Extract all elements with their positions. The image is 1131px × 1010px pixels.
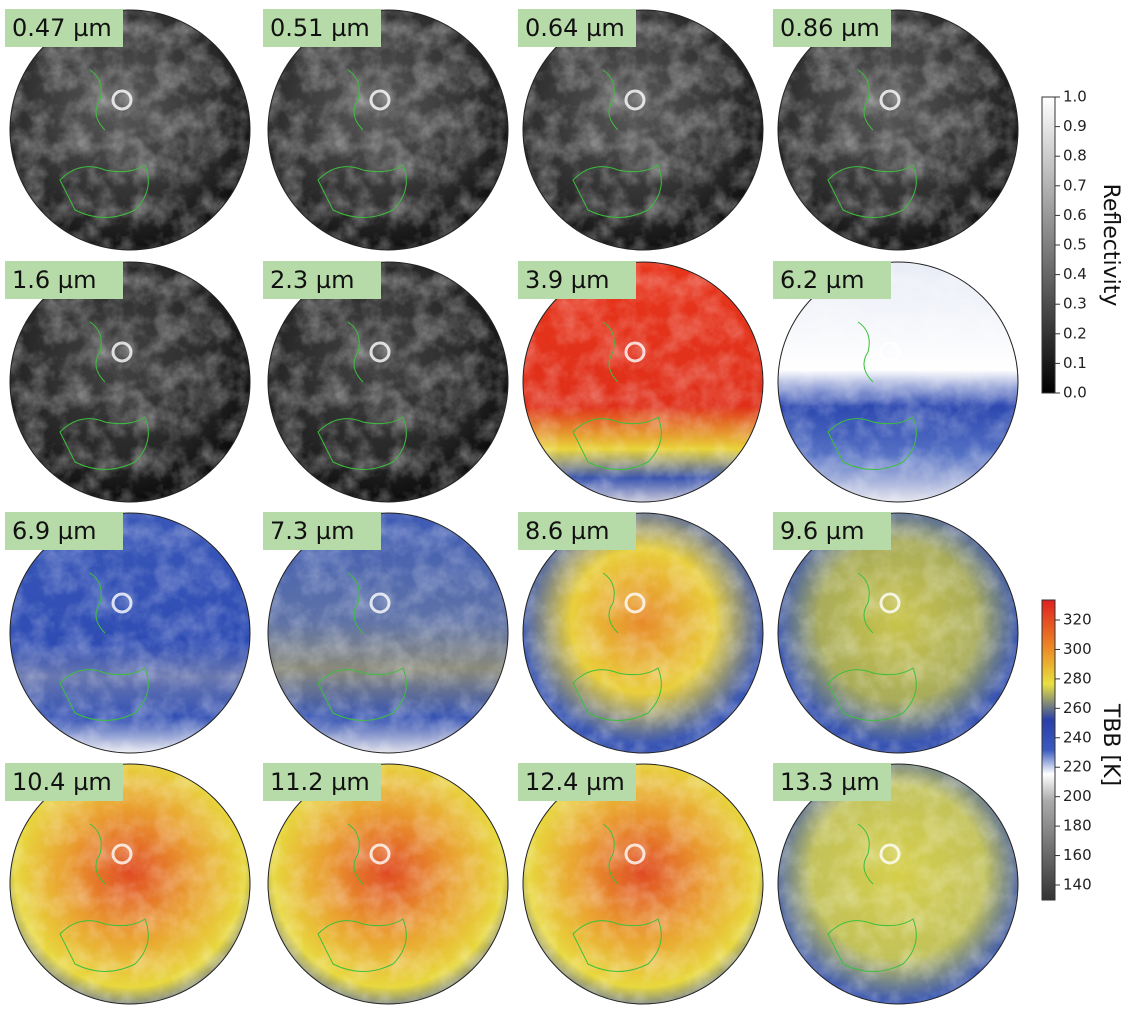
panel: 13.3 µm	[773, 763, 1018, 1004]
colorbar	[1042, 600, 1055, 900]
colorbar-tick-label: 220	[1063, 758, 1092, 776]
colorbar-tick-label: 0.3	[1063, 295, 1087, 313]
panel-label: 12.4 µm	[525, 768, 625, 796]
colorbar-tick-label: 140	[1063, 876, 1092, 894]
panel: 10.4 µm	[5, 763, 250, 1004]
panel-label: 3.9 µm	[525, 266, 609, 294]
panel: 6.9 µm	[5, 512, 250, 753]
colorbar-tick-label: 0.5	[1063, 236, 1087, 254]
colorbar-tick-label: 280	[1063, 669, 1092, 687]
colorbar-tick-label: 0.0	[1063, 384, 1087, 402]
colorbar-tick-label: 0.2	[1063, 324, 1087, 342]
panel-label: 2.3 µm	[270, 266, 354, 294]
panel-label: 8.6 µm	[525, 517, 609, 545]
panel: 1.6 µm	[5, 261, 250, 502]
panel: 0.86 µm	[773, 9, 1018, 250]
panel-label: 6.9 µm	[12, 517, 96, 545]
panel: 7.3 µm	[263, 512, 508, 753]
colorbar-tick-label: 240	[1063, 728, 1092, 746]
panel: 12.4 µm	[518, 763, 763, 1004]
colorbar-title: TBB [K]	[1098, 703, 1123, 786]
panel-label: 7.3 µm	[270, 517, 354, 545]
panel-label: 10.4 µm	[12, 768, 112, 796]
colorbar-tick-label: 200	[1063, 787, 1092, 805]
colorbar-tick-label: 1.0	[1063, 88, 1087, 106]
panel-label: 0.51 µm	[270, 14, 370, 42]
colorbar-tick-label: 0.6	[1063, 206, 1087, 224]
panel-label: 0.86 µm	[780, 14, 880, 42]
colorbar-tick-label: 0.9	[1063, 117, 1087, 135]
panel-label: 6.2 µm	[780, 266, 864, 294]
panel: 11.2 µm	[263, 763, 508, 1004]
panel-label: 13.3 µm	[780, 768, 880, 796]
colorbar	[1042, 97, 1055, 393]
colorbar-tick-label: 0.4	[1063, 265, 1087, 283]
panel: 2.3 µm	[263, 261, 508, 502]
panel-label: 1.6 µm	[12, 266, 96, 294]
colorbar-tick-label: 160	[1063, 846, 1092, 864]
panel-label: 0.64 µm	[525, 14, 625, 42]
colorbar-tick-label: 0.8	[1063, 147, 1087, 165]
colorbar-tick-label: 0.1	[1063, 354, 1087, 372]
panel: 0.64 µm	[518, 9, 763, 250]
panel: 6.2 µm	[773, 261, 1018, 502]
colorbar-tick-label: 180	[1063, 817, 1092, 835]
figure: 0.47 µm 0.51 µm 0.64 µm 0.86 µm 1.6 µm 2.3 µm…	[0, 0, 1131, 1010]
colorbar-tick-label: 0.7	[1063, 176, 1087, 194]
panel: 0.47 µm	[5, 9, 250, 250]
colorbar-tick-label: 320	[1063, 611, 1092, 629]
panel: 0.51 µm	[263, 9, 508, 250]
panel-label: 11.2 µm	[270, 768, 370, 796]
colorbar-title: Reflectivity	[1098, 184, 1123, 307]
panel-label: 9.6 µm	[780, 517, 864, 545]
panel: 9.6 µm	[773, 512, 1018, 753]
colorbar-tick-label: 300	[1063, 640, 1092, 658]
colorbar-tick-label: 260	[1063, 699, 1092, 717]
panel: 3.9 µm	[518, 261, 763, 502]
panel-label: 0.47 µm	[12, 14, 112, 42]
panel: 8.6 µm	[518, 512, 763, 753]
